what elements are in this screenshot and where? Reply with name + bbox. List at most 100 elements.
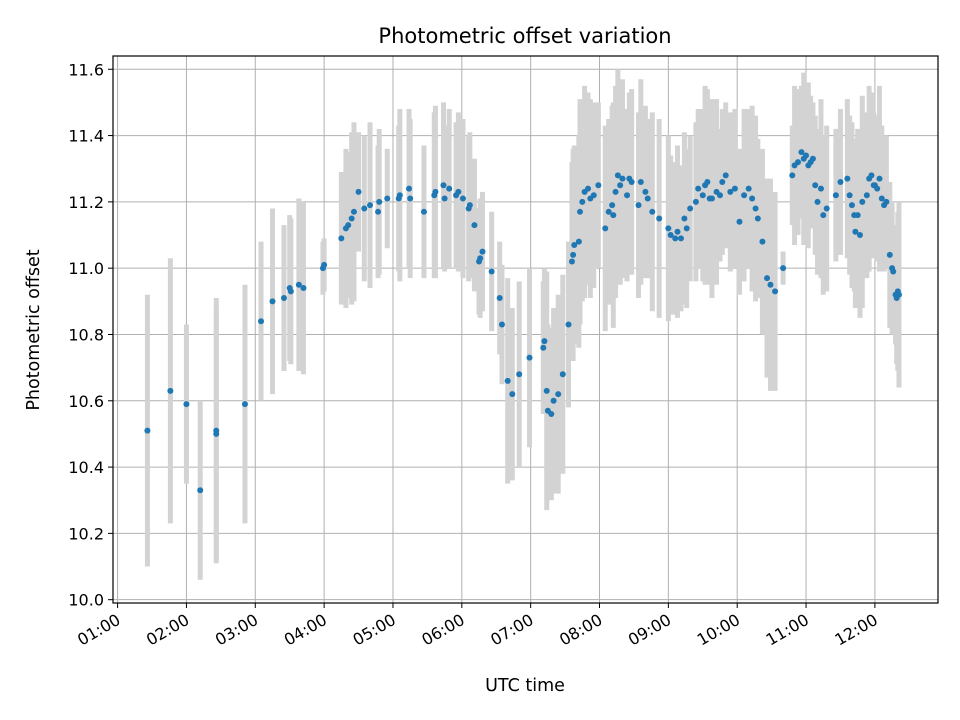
data-point: [526, 354, 533, 361]
data-point: [848, 202, 855, 209]
data-point: [844, 175, 851, 182]
data-point: [579, 198, 586, 205]
data-point: [644, 195, 651, 202]
x-axis-ticks: 01:00 02:00 03:00 04:00 05:00 06:00 07:00 08:00…: [74, 603, 881, 650]
data-point: [780, 265, 787, 272]
data-point: [570, 251, 577, 258]
data-point: [809, 155, 816, 162]
data-point: [496, 295, 503, 302]
data-point: [595, 182, 602, 189]
y-tick-label: 10.8: [68, 325, 104, 344]
data-point: [504, 377, 511, 384]
data-point: [854, 212, 861, 219]
data-point: [367, 202, 374, 209]
data-point: [767, 281, 774, 288]
y-axis-ticks: 10.0 10.2 10.4 10.6 10.8 11.0 11.2 11.4 11.6: [68, 60, 113, 610]
data-point: [406, 185, 413, 192]
data-point: [361, 205, 368, 212]
data-point: [516, 371, 523, 378]
data-point: [555, 391, 562, 398]
data-point: [876, 175, 883, 182]
data-point: [614, 172, 621, 179]
data-point: [812, 182, 819, 189]
data-point: [817, 185, 824, 192]
data-points: [144, 149, 902, 494]
data-point: [656, 215, 663, 222]
data-point: [477, 255, 484, 262]
x-tick-label: 12:00: [831, 610, 880, 650]
data-point: [559, 371, 566, 378]
x-tick-label: 06:00: [418, 610, 467, 650]
data-point: [672, 235, 679, 242]
data-point: [241, 401, 248, 408]
y-tick-label: 11.0: [68, 259, 104, 278]
y-tick-label: 10.2: [68, 524, 104, 543]
data-point: [144, 427, 151, 434]
data-point: [183, 401, 190, 408]
data-point: [677, 235, 684, 242]
data-point: [859, 198, 866, 205]
data-point: [749, 195, 756, 202]
data-point: [602, 225, 609, 232]
data-point: [752, 205, 759, 212]
data-point: [890, 268, 897, 275]
data-point: [617, 182, 624, 189]
plot-frame: [112, 55, 939, 604]
y-tick-label: 10.0: [68, 591, 104, 610]
data-point: [321, 261, 328, 268]
data-point: [287, 288, 294, 295]
x-tick-label: 07:00: [487, 610, 536, 650]
data-point: [837, 178, 844, 185]
data-point: [759, 238, 766, 245]
x-tick-label: 01:00: [74, 610, 123, 650]
chart-title: Photometric offset variation: [378, 24, 671, 48]
data-point: [350, 208, 357, 215]
data-point: [488, 268, 495, 275]
data-point: [814, 198, 821, 205]
data-point: [575, 238, 582, 245]
x-tick-label: 10:00: [694, 610, 743, 650]
data-point: [868, 172, 875, 179]
data-point: [687, 205, 694, 212]
x-tick-label: 11:00: [763, 610, 812, 650]
data-point: [683, 225, 690, 232]
data-point: [736, 218, 743, 225]
data-point: [609, 202, 616, 209]
x-tick-label: 09:00: [625, 610, 674, 650]
data-point: [471, 222, 478, 229]
data-point: [612, 188, 619, 195]
data-point: [883, 198, 890, 205]
data-point: [269, 298, 276, 305]
data-point: [300, 285, 307, 292]
data-point: [852, 228, 859, 235]
data-point: [695, 185, 702, 192]
y-tick-label: 10.6: [68, 392, 104, 411]
data-point: [550, 397, 557, 404]
x-axis-label: UTC time: [485, 676, 565, 696]
data-point: [619, 175, 626, 182]
data-point: [375, 208, 382, 215]
data-point: [741, 192, 748, 199]
x-tick-label: 05:00: [350, 610, 399, 650]
data-point: [571, 241, 578, 248]
data-point: [541, 338, 548, 345]
data-point: [590, 192, 597, 199]
data-point: [446, 185, 453, 192]
x-tick-label: 02:00: [143, 610, 192, 650]
data-point: [167, 387, 174, 394]
data-point: [466, 202, 473, 209]
data-point: [345, 222, 352, 229]
data-point: [674, 228, 681, 235]
data-point: [509, 391, 516, 398]
data-point: [764, 275, 771, 282]
data-point: [719, 178, 726, 185]
data-point: [213, 430, 220, 437]
data-point: [498, 321, 505, 328]
y-tick-label: 11.4: [68, 127, 104, 146]
data-point: [280, 295, 287, 302]
data-point: [295, 281, 302, 288]
data-point: [681, 215, 688, 222]
data-point: [420, 208, 427, 215]
data-point: [795, 159, 802, 166]
